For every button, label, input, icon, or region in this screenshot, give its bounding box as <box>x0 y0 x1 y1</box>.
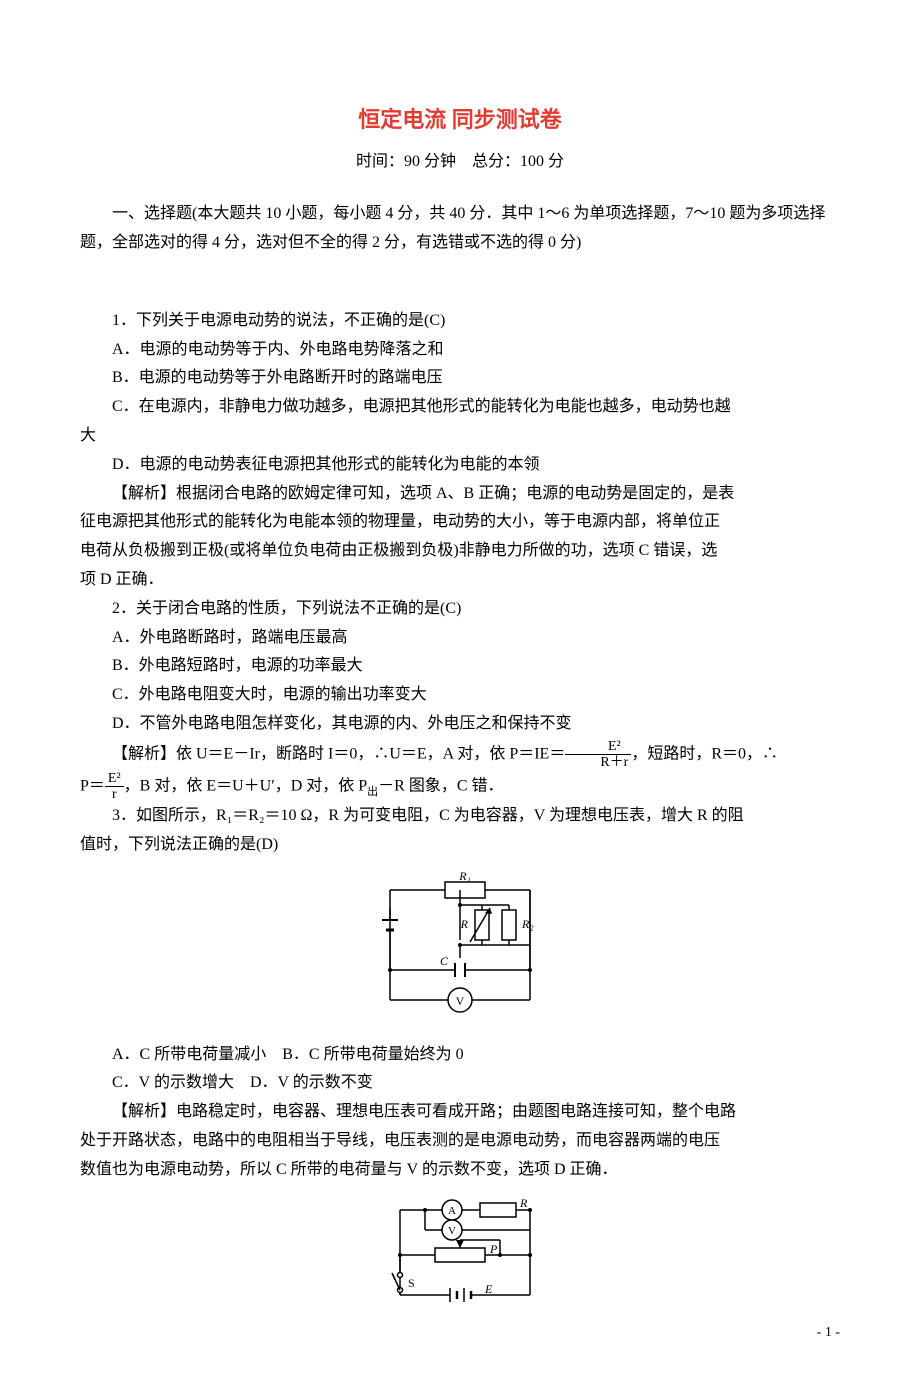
q2-frac1-den: R＋r <box>565 755 631 770</box>
circuit1-v-label: V <box>456 994 465 1008</box>
q2-frac2-den: r <box>105 787 124 802</box>
q2-fraction-2: E²r <box>105 771 124 803</box>
q2-frac1-num: E² <box>565 739 631 755</box>
q2-explanation-line1: 【解析】依 U＝E－Ir，断路时 I＝0，∴U＝E，A 对，依 P＝IE＝E²R… <box>80 739 840 771</box>
circuit-2-svg: A R V P S <box>370 1195 550 1315</box>
q4-circuit-diagram: A R V P S <box>80 1195 840 1326</box>
circuit2-v-label: V <box>448 1225 456 1237</box>
q2-exp-sub: 出 <box>367 785 378 797</box>
q1-option-c-line1: C．在电源内，非静电力做功越多，电源把其他形式的能转化为电能也越多，电动势也越 <box>80 393 840 422</box>
q2-exp-line2-a: P＝ <box>80 777 105 794</box>
circuit1-r-label: R <box>460 917 469 931</box>
circuit2-a-label: A <box>448 1205 456 1217</box>
q2-option-b: B．外电路短路时，电源的功率最大 <box>80 652 840 681</box>
q2-exp-line1-a: 【解析】依 U＝E－Ir，断路时 I＝0，∴U＝E，A 对，依 P＝IE＝ <box>112 745 565 762</box>
q1-stem: 1．下列关于电源电动势的说法，不正确的是(C) <box>80 307 840 336</box>
q2-exp-line2-b: ，B 对，依 E＝U＋U′，D 对，依 P <box>124 777 368 794</box>
q2-option-a: A．外电路断路时，路端电压最高 <box>80 624 840 653</box>
exam-title: 恒定电流 同步测试卷 <box>80 100 840 140</box>
circuit1-r2-label: R₂ <box>521 917 534 931</box>
page-number: - 1 - <box>817 1320 840 1345</box>
q3-option-cd: C．V 的示数增大 D．V 的示数不变 <box>80 1069 840 1098</box>
q3-explanation-line3: 数值也为电源电动势，所以 C 所带的电荷量与 V 的示数不变，选项 D 正确． <box>80 1156 840 1185</box>
q2-explanation-line2: P＝E²r，B 对，依 E＝U＋U′，D 对，依 P出－R 图象，C 错． <box>80 771 840 803</box>
q1-option-a: A．电源的电动势等于内、外电路电势降落之和 <box>80 336 840 365</box>
q1-option-c-line2: 大 <box>80 422 840 451</box>
q1-explanation-line2: 征电源把其他形式的能转化为电能本领的物理量，电动势的大小，等于电源内部，将单位正 <box>80 508 840 537</box>
q2-option-c: C．外电路电阻变大时，电源的输出功率变大 <box>80 681 840 710</box>
circuit1-c-label: C <box>440 954 449 968</box>
q3-stem-line1: 3．如图所示，R₁＝R₂＝10 Ω，R 为可变电阻，C 为电容器，V 为理想电压… <box>80 802 840 831</box>
q1-option-b: B．电源的电动势等于外电路断开时的路端电压 <box>80 364 840 393</box>
q3-stem-line2: 值时，下列说法正确的是(D) <box>80 831 840 860</box>
q2-exp-line1-b: ，短路时，R＝0，∴ <box>631 745 778 762</box>
exam-subtitle: 时间：90 分钟 总分：100 分 <box>80 148 840 177</box>
circuit2-s-label: S <box>408 1276 415 1290</box>
q2-fraction-1: E²R＋r <box>565 739 631 771</box>
circuit2-p-label: P <box>489 1242 498 1256</box>
q2-stem: 2．关于闭合电路的性质，下列说法不正确的是(C) <box>80 595 840 624</box>
q3-explanation-line2: 处于开路状态，电路中的电阻相当于导线，电压表测的是电源电动势，而电容器两端的电压 <box>80 1127 840 1156</box>
circuit2-r-label: R <box>519 1196 528 1210</box>
q3-option-ab: A．C 所带电荷量减小 B．C 所带电荷量始终为 0 <box>80 1041 840 1070</box>
q3-circuit-diagram: R₁ R R₂ C <box>80 870 840 1031</box>
q1-explanation-line4: 项 D 正确． <box>80 566 840 595</box>
circuit-1-svg: R₁ R R₂ C <box>360 870 560 1020</box>
q1-explanation-line3: 电荷从负极搬到正极(或将单位负电荷由正极搬到负极)非静电力所做的功，选项 C 错… <box>80 537 840 566</box>
section-1-header: 一、选择题(本大题共 10 小题，每小题 4 分，共 40 分．其中 1～6 为… <box>80 200 840 258</box>
q2-exp-line2-c: －R 图象，C 错． <box>378 777 503 794</box>
q1-explanation-line1: 【解析】根据闭合电路的欧姆定律可知，选项 A、B 正确；电源的电动势是固定的，是… <box>80 480 840 509</box>
q3-explanation-line1: 【解析】电路稳定时，电容器、理想电压表可看成开路；由题图电路连接可知，整个电路 <box>80 1098 840 1127</box>
q2-option-d: D．不管外电路电阻怎样变化，其电源的内、外电压之和保持不变 <box>80 710 840 739</box>
q2-frac2-num: E² <box>105 771 124 787</box>
q1-option-d: D．电源的电动势表征电源把其他形式的能转化为电能的本领 <box>80 451 840 480</box>
circuit1-r1-label: R₁ <box>458 870 471 883</box>
circuit2-e-label: E <box>484 1282 493 1296</box>
